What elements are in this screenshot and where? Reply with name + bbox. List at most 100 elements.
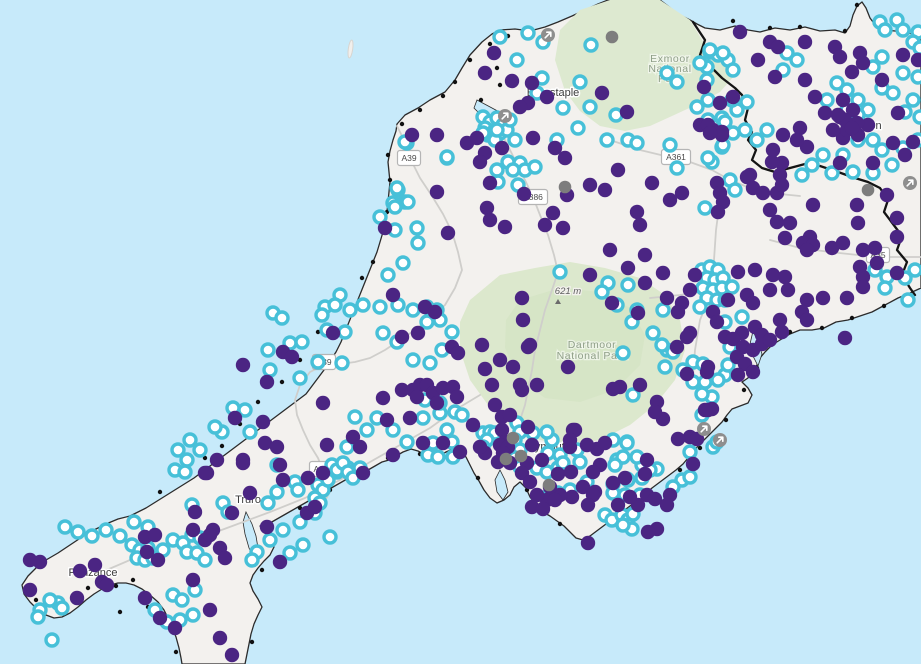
- cyan-ring-marker[interactable]: [405, 352, 421, 368]
- purple-dot-marker[interactable]: [755, 185, 771, 201]
- purple-dot-marker[interactable]: [315, 465, 331, 481]
- purple-dot-marker[interactable]: [375, 390, 391, 406]
- gray-dot-marker[interactable]: [558, 180, 572, 194]
- cyan-ring-marker[interactable]: [42, 592, 58, 608]
- purple-dot-marker[interactable]: [697, 402, 713, 418]
- purple-dot-marker[interactable]: [227, 410, 243, 426]
- purple-dot-marker[interactable]: [487, 397, 503, 413]
- cyan-ring-marker[interactable]: [207, 419, 223, 435]
- purple-dot-marker[interactable]: [780, 282, 796, 298]
- purple-dot-marker[interactable]: [670, 304, 686, 320]
- cyan-ring-marker[interactable]: [583, 37, 599, 53]
- purple-dot-marker[interactable]: [837, 330, 853, 346]
- cyan-ring-marker[interactable]: [342, 302, 358, 318]
- cyan-ring-marker[interactable]: [275, 522, 291, 538]
- purple-dot-marker[interactable]: [242, 485, 258, 501]
- purple-dot-marker[interactable]: [582, 267, 598, 283]
- purple-dot-marker[interactable]: [429, 127, 445, 143]
- cyan-ring-marker[interactable]: [724, 279, 740, 295]
- purple-dot-marker[interactable]: [185, 522, 201, 538]
- purple-dot-marker[interactable]: [394, 382, 410, 398]
- cyan-ring-marker[interactable]: [615, 517, 631, 533]
- purple-dot-marker[interactable]: [879, 187, 895, 203]
- purple-dot-marker[interactable]: [307, 499, 323, 515]
- cyan-ring-marker[interactable]: [910, 69, 921, 85]
- purple-dot-marker[interactable]: [639, 452, 655, 468]
- purple-dot-marker[interactable]: [714, 124, 730, 140]
- purple-dot-marker[interactable]: [269, 439, 285, 455]
- purple-dot-marker[interactable]: [502, 407, 518, 423]
- cyan-ring-marker[interactable]: [197, 552, 213, 568]
- cyan-ring-marker[interactable]: [489, 122, 505, 138]
- gray-dot-marker[interactable]: [861, 183, 875, 197]
- purple-dot-marker[interactable]: [685, 456, 701, 472]
- gray-arrow-marker[interactable]: [541, 28, 555, 42]
- purple-dot-marker[interactable]: [770, 39, 786, 55]
- purple-dot-marker[interactable]: [209, 452, 225, 468]
- purple-dot-marker[interactable]: [782, 215, 798, 231]
- purple-dot-marker[interactable]: [402, 410, 418, 426]
- purple-dot-marker[interactable]: [535, 501, 551, 517]
- cyan-ring-marker[interactable]: [395, 255, 411, 271]
- gray-dot-marker[interactable]: [605, 30, 619, 44]
- cyan-ring-marker[interactable]: [607, 457, 623, 473]
- purple-dot-marker[interactable]: [775, 127, 791, 143]
- purple-dot-marker[interactable]: [725, 331, 741, 347]
- cyan-ring-marker[interactable]: [700, 150, 716, 166]
- purple-dot-marker[interactable]: [659, 290, 675, 306]
- purple-dot-marker[interactable]: [910, 52, 921, 68]
- cyan-ring-marker[interactable]: [710, 372, 726, 388]
- purple-dot-marker[interactable]: [524, 437, 540, 453]
- purple-dot-marker[interactable]: [687, 267, 703, 283]
- gray-arrow-marker[interactable]: [697, 422, 711, 436]
- cyan-ring-marker[interactable]: [845, 164, 861, 180]
- purple-dot-marker[interactable]: [647, 404, 663, 420]
- cyan-ring-marker[interactable]: [877, 280, 893, 296]
- cyan-ring-marker[interactable]: [599, 132, 615, 148]
- cyan-ring-marker[interactable]: [582, 99, 598, 115]
- purple-dot-marker[interactable]: [619, 104, 635, 120]
- purple-dot-marker[interactable]: [597, 182, 613, 198]
- purple-dot-marker[interactable]: [855, 242, 871, 258]
- purple-dot-marker[interactable]: [494, 422, 510, 438]
- purple-dot-marker[interactable]: [799, 312, 815, 328]
- purple-dot-marker[interactable]: [514, 382, 530, 398]
- cyan-ring-marker[interactable]: [292, 370, 308, 386]
- purple-dot-marker[interactable]: [745, 295, 761, 311]
- purple-dot-marker[interactable]: [224, 505, 240, 521]
- purple-dot-marker[interactable]: [529, 377, 545, 393]
- purple-dot-marker[interactable]: [585, 464, 601, 480]
- purple-dot-marker[interactable]: [516, 186, 532, 202]
- purple-dot-marker[interactable]: [845, 102, 861, 118]
- cyan-ring-marker[interactable]: [824, 165, 840, 181]
- cyan-ring-marker[interactable]: [794, 167, 810, 183]
- purple-dot-marker[interactable]: [762, 282, 778, 298]
- purple-dot-marker[interactable]: [484, 377, 500, 393]
- purple-dot-marker[interactable]: [22, 552, 38, 568]
- purple-dot-marker[interactable]: [385, 447, 401, 463]
- cyan-ring-marker[interactable]: [645, 325, 661, 341]
- purple-dot-marker[interactable]: [404, 127, 420, 143]
- cyan-ring-marker[interactable]: [84, 528, 100, 544]
- purple-dot-marker[interactable]: [512, 99, 528, 115]
- purple-dot-marker[interactable]: [874, 72, 890, 88]
- purple-dot-marker[interactable]: [797, 72, 813, 88]
- gray-dot-marker[interactable]: [514, 449, 528, 463]
- purple-dot-marker[interactable]: [469, 130, 485, 146]
- purple-dot-marker[interactable]: [494, 140, 510, 156]
- purple-dot-marker[interactable]: [379, 412, 395, 428]
- purple-dot-marker[interactable]: [765, 267, 781, 283]
- purple-dot-marker[interactable]: [22, 582, 38, 598]
- cyan-ring-marker[interactable]: [347, 409, 363, 425]
- purple-dot-marker[interactable]: [769, 214, 785, 230]
- purple-dot-marker[interactable]: [429, 395, 445, 411]
- gray-dot-marker[interactable]: [499, 452, 513, 466]
- cyan-ring-marker[interactable]: [410, 235, 426, 251]
- cyan-ring-marker[interactable]: [720, 357, 736, 373]
- cyan-ring-marker[interactable]: [594, 284, 610, 300]
- cyan-ring-marker[interactable]: [877, 22, 893, 38]
- purple-dot-marker[interactable]: [890, 105, 906, 121]
- purple-dot-marker[interactable]: [662, 192, 678, 208]
- cyan-ring-marker[interactable]: [874, 142, 890, 158]
